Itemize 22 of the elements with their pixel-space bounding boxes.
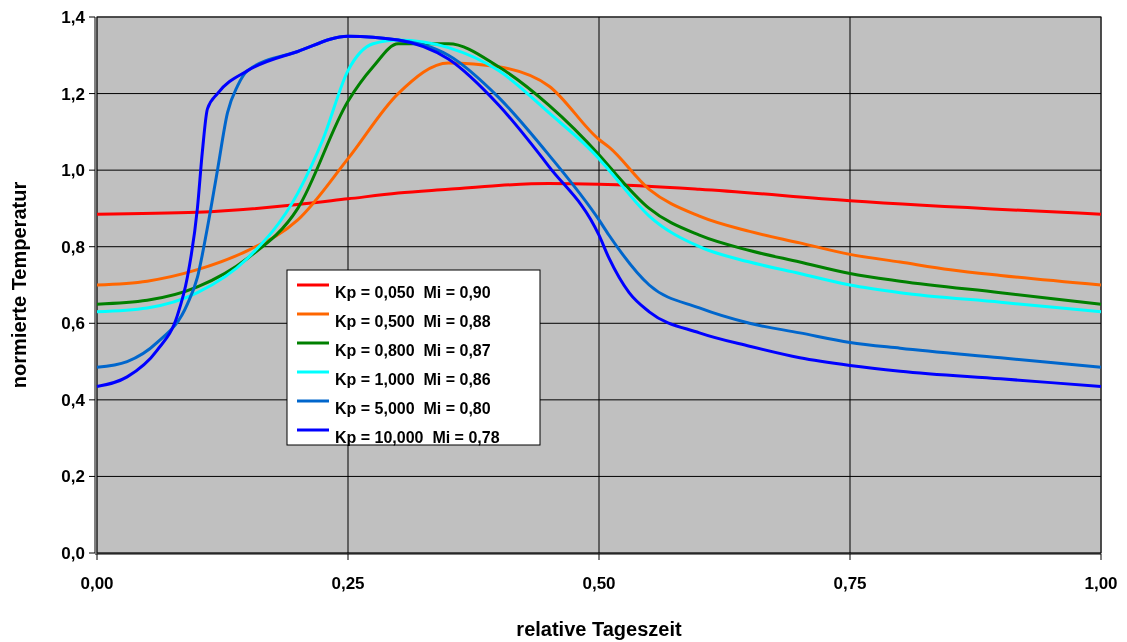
y-tick-label: 0,8 <box>61 237 85 257</box>
legend-label: Kp = 5,000 Mi = 0,80 <box>335 399 491 417</box>
y-tick-label: 0,2 <box>61 467 85 487</box>
x-tick-label: 0,50 <box>582 574 616 593</box>
x-tick-label: 0,75 <box>833 574 867 593</box>
x-tick-label: 0,00 <box>80 574 114 593</box>
y-tick-label: 0,0 <box>61 543 85 563</box>
legend-label: Kp = 0,800 Mi = 0,87 <box>335 341 491 359</box>
y-tick-label: 1,0 <box>61 161 85 181</box>
y-tick-label: 1,4 <box>61 7 86 27</box>
y-tick-label: 0,6 <box>61 314 85 334</box>
x-tick-label: 0,25 <box>331 574 365 593</box>
legend-label: Kp = 0,500 Mi = 0,88 <box>335 312 491 330</box>
legend-label: Kp = 10,000 Mi = 0,78 <box>335 428 500 446</box>
x-tick-label: 1,00 <box>1084 574 1118 593</box>
y-tick-label: 1,2 <box>61 84 85 104</box>
legend-label: Kp = 0,050 Mi = 0,90 <box>335 283 491 301</box>
legend-label: Kp = 1,000 Mi = 0,86 <box>335 370 491 388</box>
line-series <box>95 182 1103 216</box>
x-axis-title: relative Tageszeit <box>516 618 682 640</box>
y-axis-title: normierte Temperatur <box>8 181 30 389</box>
y-tick-label: 0,4 <box>61 390 86 410</box>
